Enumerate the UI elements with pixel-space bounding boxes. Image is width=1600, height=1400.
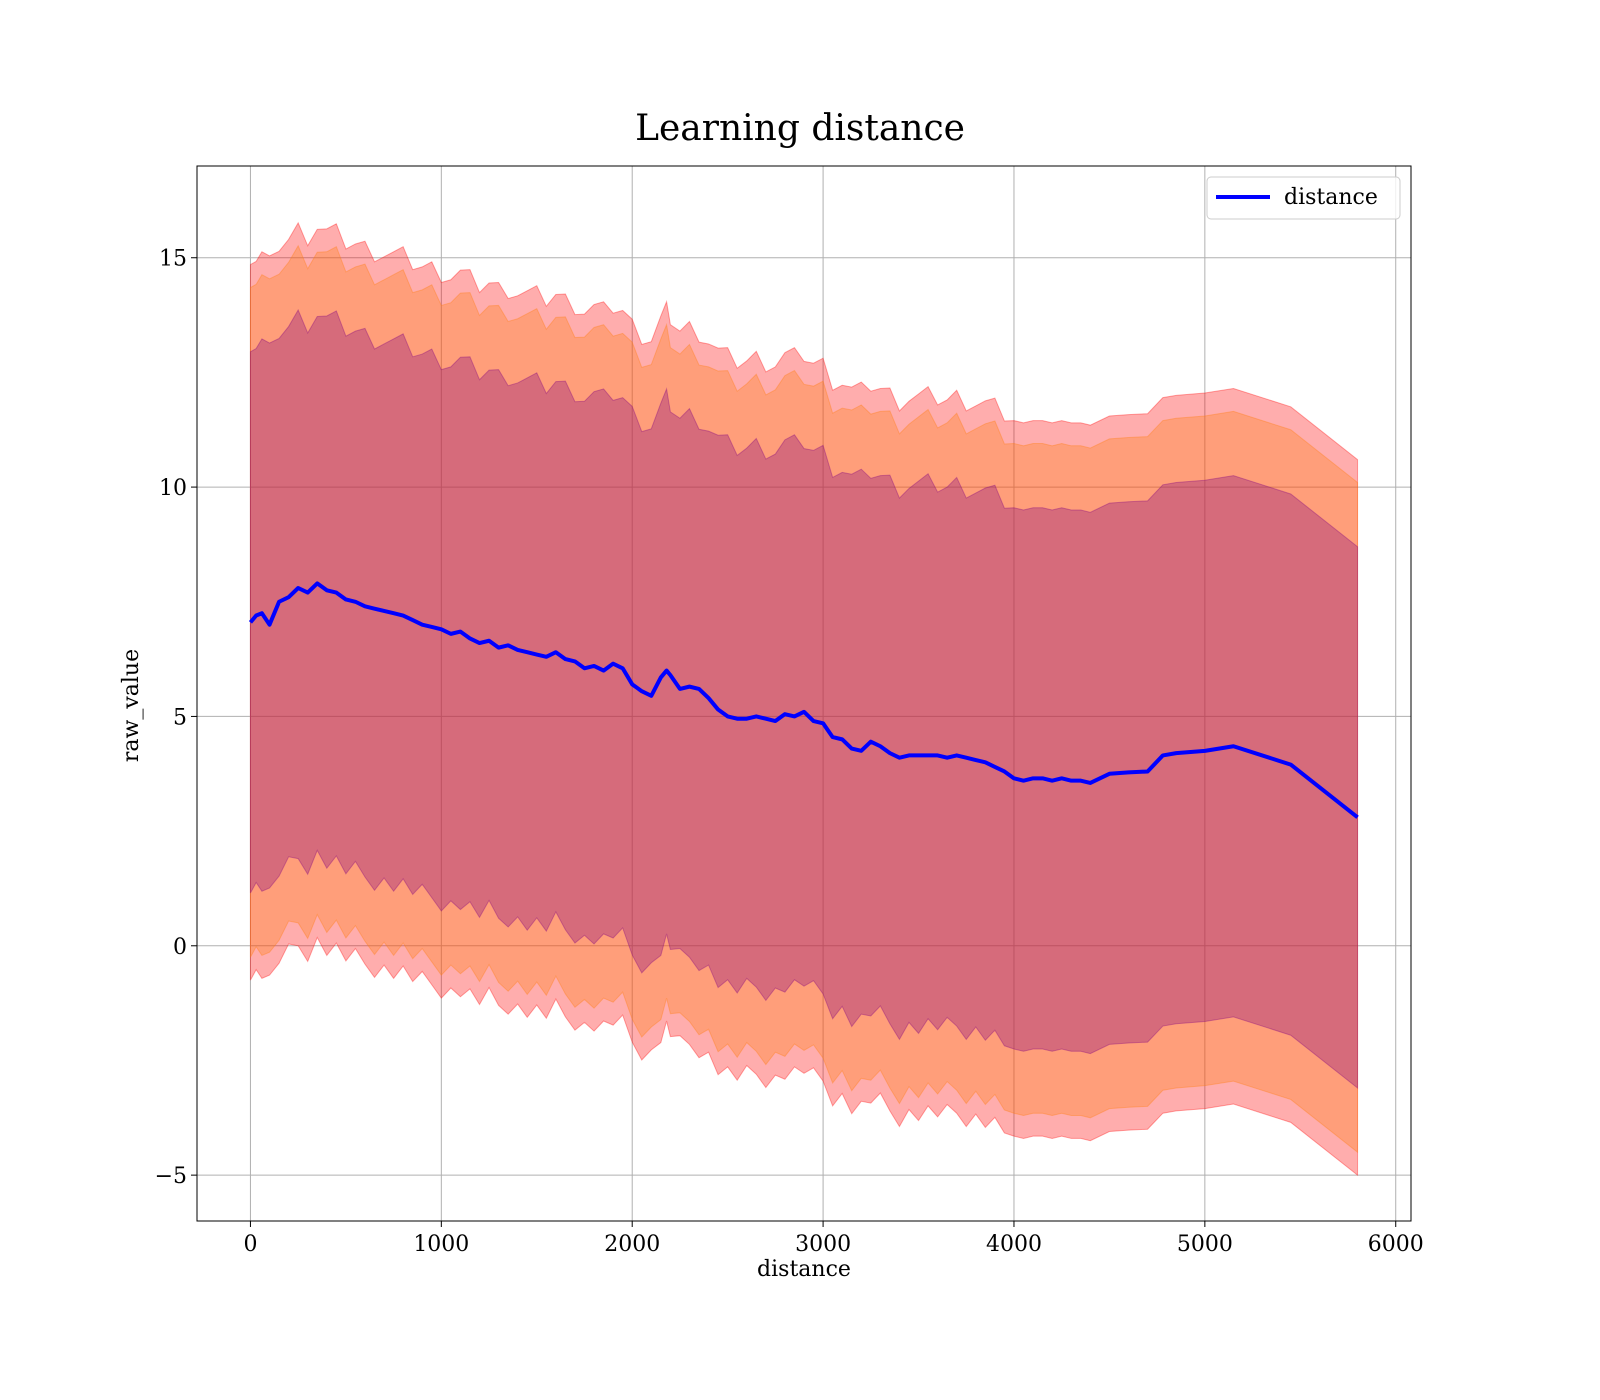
legend: distance bbox=[1206, 176, 1401, 220]
x-tick-label: 0 bbox=[243, 1232, 257, 1257]
x-tick-label: 2000 bbox=[604, 1232, 660, 1257]
band-middle bbox=[249, 244, 1359, 1154]
x-tick-label: 5000 bbox=[1177, 1232, 1233, 1257]
y-axis-title: raw_value bbox=[119, 649, 144, 762]
y-tick-label: 5 bbox=[173, 705, 187, 730]
chart-title: Learning distance bbox=[635, 108, 965, 149]
y-axis: −5 0 5 10 15 bbox=[155, 247, 197, 1189]
y-tick-label: 15 bbox=[159, 247, 187, 272]
x-tick-label: 1000 bbox=[413, 1232, 469, 1257]
y-tick-label: 10 bbox=[159, 476, 187, 501]
x-tick-label: 6000 bbox=[1368, 1232, 1424, 1257]
plot-area bbox=[196, 165, 1412, 1222]
x-tick-label: 4000 bbox=[986, 1232, 1042, 1257]
x-tick-label: 3000 bbox=[795, 1232, 851, 1257]
y-tick-label: −5 bbox=[155, 1164, 187, 1189]
legend-label: distance bbox=[1284, 185, 1378, 210]
band-inner bbox=[249, 308, 1359, 1090]
y-tick-label: 0 bbox=[173, 935, 187, 960]
series-lines bbox=[248, 581, 1359, 819]
band-outer bbox=[249, 221, 1359, 1177]
x-axis: 0 1000 2000 3000 4000 5000 6000 bbox=[243, 1221, 1424, 1257]
x-axis-title: distance bbox=[757, 1257, 851, 1282]
legend-box bbox=[1206, 176, 1401, 220]
grid bbox=[197, 166, 1411, 1221]
series-line-distance bbox=[248, 581, 1359, 819]
confidence-bands bbox=[249, 221, 1359, 1177]
plot-frame bbox=[196, 165, 1412, 1222]
